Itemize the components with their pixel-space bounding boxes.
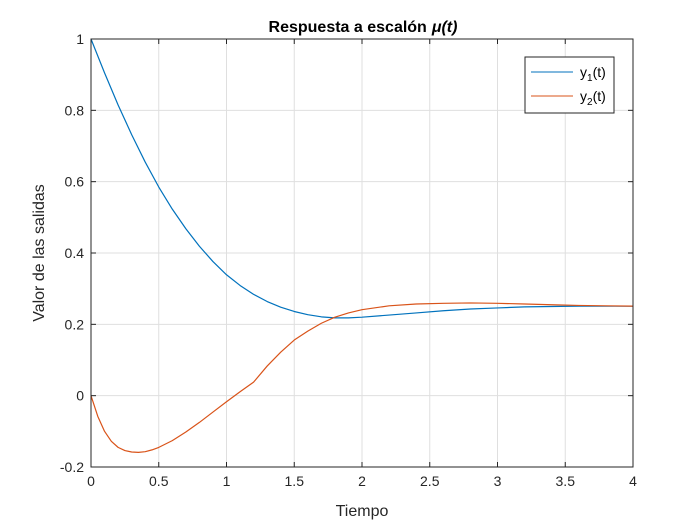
y-tick-label: 0.8 — [65, 102, 85, 118]
legend-label-y2: y2(t) — [580, 88, 606, 108]
x-tick-label: 1.5 — [285, 473, 305, 489]
y-tick-label: 0.4 — [65, 245, 85, 261]
x-tick-label: 1 — [223, 473, 231, 489]
legend-label-y2-tail: (t) — [593, 88, 606, 104]
legend-label-y1-sub: 1 — [587, 73, 593, 84]
series-line-y1-t- — [90, 38, 633, 319]
x-tick-label: 4 — [629, 473, 637, 489]
legend-label-y2-base: y — [580, 88, 587, 104]
legend-label-y1-tail: (t) — [593, 64, 606, 80]
legend: y1(t) y2(t) — [524, 56, 615, 114]
x-axis-label: Tiempo — [336, 503, 389, 520]
y-tick-label: 1 — [76, 31, 84, 47]
x-tick-label: 3.5 — [556, 473, 576, 489]
x-tick-label: 2 — [358, 473, 366, 489]
legend-box — [524, 56, 615, 114]
y-tick-label: 0.2 — [65, 316, 85, 332]
y-axis-label: Valor de las salidas — [31, 184, 48, 322]
y-tick-label: -0.2 — [60, 459, 84, 475]
y-tick-label: 0 — [76, 388, 84, 404]
chart-title-symbol: μ(t) — [431, 19, 458, 36]
x-tick-label: 2.5 — [420, 473, 440, 489]
chart-title-text: Respuesta a escalón — [269, 19, 427, 36]
legend-label-y2-sub: 2 — [587, 97, 593, 108]
chart-title: Respuesta a escalón μ(t) — [269, 19, 458, 36]
legend-label-y1: y1(t) — [580, 64, 606, 84]
y-tick-label: 0.6 — [65, 174, 85, 190]
ticks — [90, 38, 634, 468]
series-layer — [90, 38, 634, 453]
tick-labels: 0 0.5 1 1.5 2 2.5 3 3.5 4-0.200.20.40.60.81 — [60, 31, 637, 489]
series-line-y2-t- — [90, 302, 634, 453]
x-tick-label: 0.5 — [149, 473, 169, 489]
legend-label-y1-base: y — [580, 64, 587, 80]
x-tick-label: 3 — [494, 473, 502, 489]
x-tick-label: 0 — [87, 473, 95, 489]
